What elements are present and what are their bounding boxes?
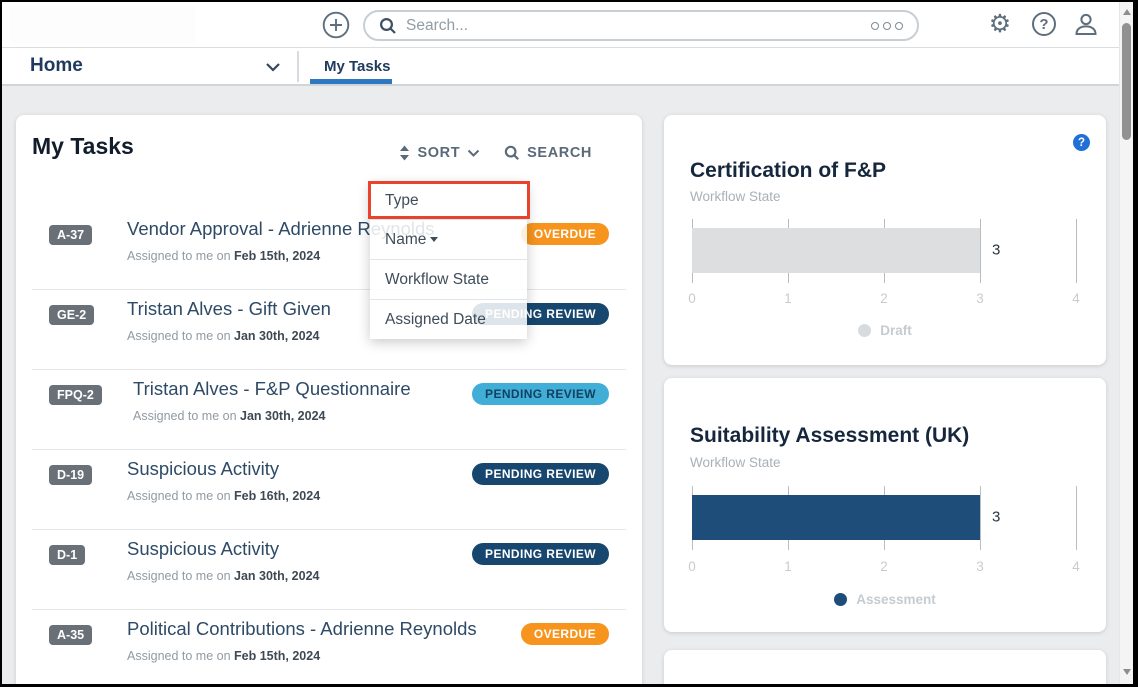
gear-icon: ⚙: [989, 12, 1011, 37]
chart-plot: 3: [692, 219, 1076, 283]
chart-card-certification: ? Certification of F&P Workflow State 3 …: [664, 115, 1106, 365]
help-icon[interactable]: ?: [1073, 134, 1090, 151]
create-button[interactable]: [322, 11, 350, 39]
task-assigned-text: Assigned to me on Jan 30th, 2024: [133, 409, 325, 423]
legend-dot: [834, 593, 847, 606]
task-id-badge: FPQ-2: [49, 385, 102, 405]
task-row: GE-2 Tristan Alves - Gift Given Assigned…: [16, 290, 642, 370]
search-label: SEARCH: [527, 145, 592, 161]
help-icon: ?: [1032, 12, 1056, 36]
chart-legend: Assessment: [664, 592, 1106, 607]
status-badge: PENDING REVIEW: [472, 543, 609, 565]
list-controls: SORT SEARCH: [399, 145, 592, 161]
tab-label: My Tasks: [324, 58, 390, 75]
search-options-icon[interactable]: [871, 22, 903, 30]
plus-circle-icon: [322, 11, 350, 39]
scroll-up-arrow-icon[interactable]: [1123, 9, 1131, 15]
app-window: Search... ⚙ ? Home: [0, 0, 1138, 687]
bar-value-label: 3: [992, 509, 1000, 526]
sort-control[interactable]: SORT: [399, 145, 480, 161]
legend-label: Draft: [880, 323, 912, 338]
sort-menu-item-name[interactable]: Name: [370, 219, 527, 259]
home-dropdown[interactable]: Home: [2, 48, 298, 84]
search-icon: [504, 145, 520, 161]
chart-legend: Draft: [664, 323, 1106, 338]
sort-menu-item-workflow-state[interactable]: Workflow State: [370, 259, 527, 299]
task-title-link[interactable]: Suspicious Activity: [127, 458, 279, 480]
sort-menu-item-assigned-date[interactable]: Assigned Date: [370, 299, 527, 339]
scrollbar-thumb[interactable]: [1122, 23, 1131, 140]
task-list: A-37 Vendor Approval - Adrienne Reynolds…: [16, 210, 642, 687]
task-row: A-37 Vendor Approval - Adrienne Reynolds…: [16, 210, 642, 290]
nav-divider: [297, 51, 299, 82]
bar-value-label: 3: [992, 242, 1000, 259]
nav-bar: Home My Tasks: [2, 48, 1133, 86]
task-title-link[interactable]: Tristan Alves - F&P Questionnaire: [133, 378, 411, 400]
top-bar: Search... ⚙ ?: [2, 2, 1133, 48]
task-assigned-text: Assigned to me on Jan 30th, 2024: [127, 329, 319, 343]
help-button[interactable]: ?: [1030, 10, 1058, 38]
chart-card-suitability: Suitability Assessment (UK) Workflow Sta…: [664, 378, 1106, 632]
sort-menu-item-type[interactable]: Type: [370, 183, 527, 219]
chart-subtitle: Workflow State: [690, 455, 781, 470]
global-search-input[interactable]: Search...: [363, 10, 919, 41]
legend-label: Assessment: [856, 592, 936, 607]
chart-bar: [692, 495, 980, 540]
legend-dot: [858, 324, 871, 337]
chart-plot: 3: [692, 486, 1076, 550]
search-placeholder: Search...: [406, 17, 871, 35]
task-title-link[interactable]: Suspicious Activity: [127, 538, 279, 560]
status-badge: OVERDUE: [521, 623, 609, 645]
task-id-badge: D-1: [49, 545, 85, 565]
task-id-badge: D-19: [49, 465, 92, 485]
chart-title: Certification of F&P: [690, 159, 886, 183]
status-badge: OVERDUE: [521, 223, 609, 245]
search-control[interactable]: SEARCH: [504, 145, 592, 161]
sort-direction-icon: [430, 237, 438, 242]
user-icon: [1073, 11, 1099, 37]
sort-label: SORT: [417, 145, 460, 161]
task-id-badge: GE-2: [49, 305, 94, 325]
sort-menu: Type Name Workflow State Assigned Date: [370, 183, 527, 339]
status-badge: PENDING REVIEW: [472, 463, 609, 485]
chart-title: Suitability Assessment (UK): [690, 424, 969, 448]
task-row: D-1 Suspicious Activity Assigned to me o…: [16, 530, 642, 610]
task-id-badge: A-37: [49, 225, 92, 245]
chart-bar: [692, 228, 980, 273]
settings-button[interactable]: ⚙: [986, 10, 1014, 38]
scroll-down-arrow-icon[interactable]: [1123, 669, 1131, 675]
chart-card-partial: [664, 650, 1106, 687]
chevron-down-icon: [467, 149, 480, 158]
task-assigned-text: Assigned to me on Feb 15th, 2024: [127, 649, 320, 663]
task-id-badge: A-35: [49, 625, 92, 645]
task-title-link[interactable]: Political Contributions - Adrienne Reyno…: [127, 618, 477, 640]
task-assigned-text: Assigned to me on Jan 30th, 2024: [127, 569, 319, 583]
home-label: Home: [30, 55, 83, 77]
task-row: FPQ-2 Tristan Alves - F&P Questionnaire …: [16, 370, 642, 450]
tab-my-tasks[interactable]: My Tasks: [310, 48, 334, 84]
my-tasks-panel: My Tasks SORT: [16, 115, 642, 687]
chevron-down-icon: [265, 61, 281, 73]
task-title-link[interactable]: Tristan Alves - Gift Given: [127, 298, 331, 320]
chart-subtitle: Workflow State: [690, 189, 781, 204]
x-axis-ticks: 0 1 2 3 4: [692, 559, 1076, 575]
vertical-scrollbar[interactable]: [1119, 2, 1133, 684]
user-profile-button[interactable]: [1072, 10, 1100, 38]
search-icon: [379, 17, 397, 35]
x-axis-ticks: 0 1 2 3 4: [692, 291, 1076, 307]
task-row: D-19 Suspicious Activity Assigned to me …: [16, 450, 642, 530]
active-tab-indicator: [310, 79, 392, 84]
logo-area: [10, 6, 195, 44]
task-assigned-text: Assigned to me on Feb 16th, 2024: [127, 489, 320, 503]
status-badge: PENDING REVIEW: [472, 383, 609, 405]
sort-arrows-icon: [399, 145, 410, 161]
panel-title: My Tasks: [32, 133, 134, 160]
task-row: A-35 Political Contributions - Adrienne …: [16, 610, 642, 687]
task-assigned-text: Assigned to me on Feb 15th, 2024: [127, 249, 320, 263]
